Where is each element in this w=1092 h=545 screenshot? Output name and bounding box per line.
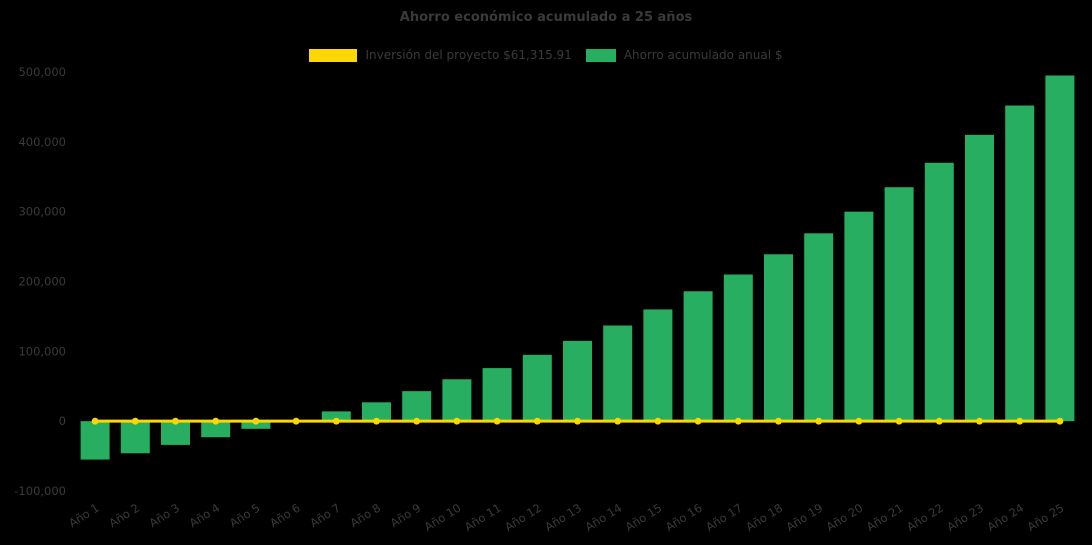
x-axis-tick-label: Año 6 (267, 501, 303, 530)
investment-line-point[interactable] (574, 417, 581, 425)
x-axis-tick-label: Año 20 (824, 501, 866, 534)
x-axis-tick-label: Año 2 (106, 501, 142, 530)
x-axis-tick-label: Año 11 (462, 501, 504, 534)
legend-item-ahorro[interactable]: Ahorro acumulado anual $ (585, 48, 783, 62)
investment-line-point[interactable] (332, 417, 340, 425)
bar-año-25[interactable] (1045, 75, 1075, 422)
bar-año-17[interactable] (723, 274, 753, 422)
bar-año-3[interactable] (161, 421, 190, 445)
legend-item-inversion[interactable]: Inversión del proyecto $61,315.91 (309, 48, 572, 62)
bar-año-12[interactable] (522, 354, 552, 422)
bar-año-15[interactable] (643, 309, 673, 422)
legend-swatch-inversion (309, 48, 358, 62)
investment-line-point[interactable] (815, 417, 823, 425)
bar-año-21[interactable] (884, 187, 914, 422)
bar-año-24[interactable] (1005, 105, 1035, 422)
x-axis-tick-label: Año 8 (348, 501, 384, 530)
x-axis-tick-label: Año 7 (307, 501, 343, 530)
bar-año-14[interactable] (603, 325, 633, 422)
investment-line-point[interactable] (172, 417, 179, 425)
y-axis-tick-label: 200,000 (18, 275, 66, 289)
y-axis-tick-label: 100,000 (18, 344, 66, 358)
investment-line-point[interactable] (976, 417, 983, 425)
chart-legend: Inversión del proyecto $61,315.91 Ahorro… (0, 48, 1092, 62)
investment-line-point[interactable] (775, 417, 782, 425)
investment-line-point[interactable] (91, 417, 99, 425)
x-axis-tick-label: Año 15 (623, 501, 665, 534)
investment-line-point[interactable] (533, 417, 541, 425)
legend-swatch-ahorro (585, 48, 616, 62)
y-axis-tick-label: 0 (59, 414, 66, 428)
investment-line-point[interactable] (131, 417, 139, 425)
x-axis-tick-label: Año 21 (864, 501, 906, 534)
x-axis-tick-label: Año 16 (663, 501, 705, 534)
bar-año-2[interactable] (120, 421, 150, 454)
bar-año-7[interactable] (321, 411, 351, 422)
x-axis-tick-label: Año 9 (388, 501, 424, 530)
bar-año-23[interactable] (965, 134, 994, 422)
x-axis-tick-label: Año 19 (784, 501, 826, 534)
bar-año-19[interactable] (804, 233, 834, 422)
x-axis-tick-label: Año 17 (703, 501, 745, 534)
investment-line-point[interactable] (212, 417, 220, 425)
x-axis-tick-label: Año 5 (227, 501, 263, 530)
bar-año-10[interactable] (442, 379, 472, 422)
y-axis-tick-label: 400,000 (18, 135, 66, 149)
investment-line-point[interactable] (654, 417, 662, 425)
x-axis-tick-label: Año 13 (542, 501, 584, 534)
bar-año-4[interactable] (201, 421, 231, 438)
bar-año-18[interactable] (764, 254, 793, 422)
x-axis-tick-label: Año 12 (502, 501, 544, 534)
investment-line-point[interactable] (935, 417, 943, 425)
investment-line-point[interactable] (734, 417, 742, 425)
x-axis-tick-label: Año 3 (147, 501, 183, 530)
investment-line-point[interactable] (895, 417, 903, 425)
y-axis-tick-label: 500,000 (18, 65, 66, 79)
x-axis-tick-label: Año 22 (904, 501, 946, 534)
investment-line-point[interactable] (1056, 417, 1064, 425)
y-axis-tick-label: 300,000 (18, 205, 66, 219)
bar-año-9[interactable] (402, 391, 432, 422)
x-axis-tick-label: Año 1 (66, 501, 102, 530)
investment-line-point[interactable] (292, 417, 300, 425)
legend-label-inversion: Inversión del proyecto $61,315.91 (365, 48, 572, 62)
investment-line-point[interactable] (453, 417, 461, 425)
x-axis-tick-label: Año 23 (944, 501, 986, 534)
bar-año-22[interactable] (924, 162, 954, 422)
x-axis-tick-label: Año 18 (743, 501, 785, 534)
bar-año-13[interactable] (563, 340, 592, 422)
investment-line-point[interactable] (493, 417, 501, 425)
investment-line-point[interactable] (614, 417, 622, 425)
bar-año-16[interactable] (683, 291, 713, 422)
bar-año-8[interactable] (362, 402, 391, 422)
investment-line-point[interactable] (252, 417, 260, 425)
bar-año-20[interactable] (844, 211, 874, 422)
investment-line-point[interactable] (413, 417, 421, 425)
bar-año-11[interactable] (482, 368, 512, 422)
x-axis-tick-label: Año 10 (422, 501, 464, 534)
chart-title: Ahorro económico acumulado a 25 años (399, 10, 693, 25)
bar-año-1[interactable] (80, 421, 110, 460)
x-axis-tick-label: Año 4 (187, 501, 223, 530)
x-axis-tick-label: Año 25 (1025, 501, 1067, 534)
x-axis-tick-label: Año 14 (583, 501, 625, 534)
investment-line-point[interactable] (694, 417, 702, 425)
investment-line-point[interactable] (855, 417, 863, 425)
bar-año-5[interactable] (241, 421, 271, 429)
y-axis-tick-label: -100,000 (14, 484, 66, 498)
legend-label-ahorro: Ahorro acumulado anual $ (623, 48, 783, 62)
x-axis-tick-label: Año 24 (985, 501, 1027, 534)
investment-line-point[interactable] (373, 417, 380, 425)
investment-line-point[interactable] (1016, 417, 1024, 425)
